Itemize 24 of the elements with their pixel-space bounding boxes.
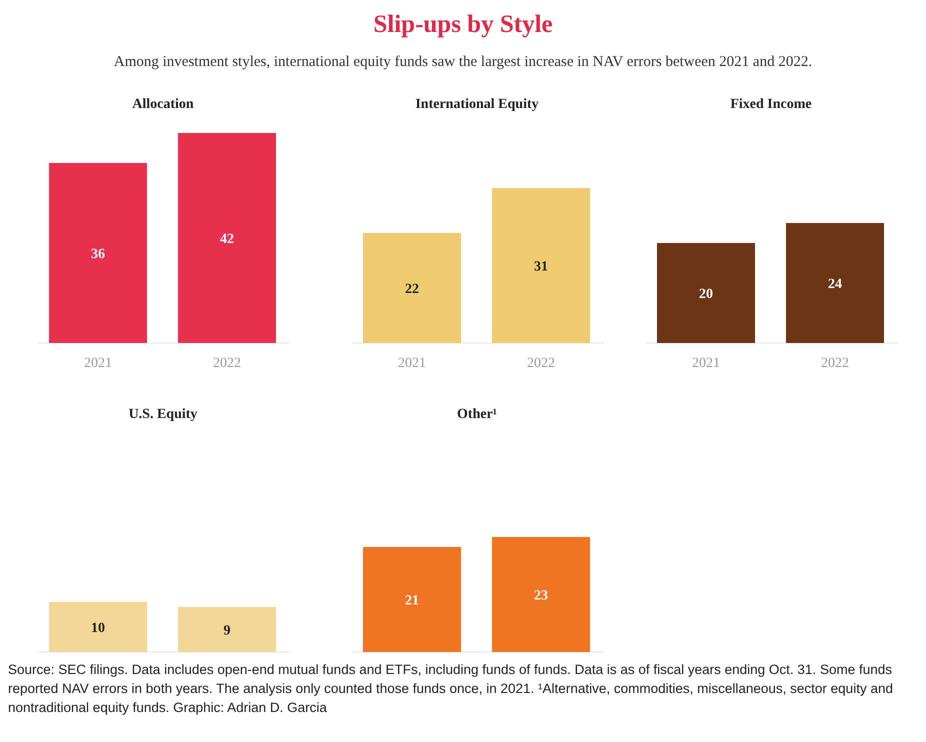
chart-title: International Equity: [415, 97, 539, 112]
data-label: 36: [91, 247, 105, 262]
data-label: 22: [405, 282, 419, 297]
data-label: 42: [220, 232, 234, 247]
x-tick-label: 2021: [398, 356, 426, 371]
x-tick-label: 2021: [84, 356, 112, 371]
data-label: 20: [699, 287, 713, 302]
x-tick-label: 2021: [692, 356, 720, 371]
x-tick-label: 2022: [527, 356, 555, 371]
text: Slip-ups by Style: [373, 11, 553, 38]
source-note: Source: SEC filings. Data includes open-end mutual funds and ETFs, including funds of funds. Data is as of fiscal years ending Oct. 31. Some funds reported NAV errors in both years. The analysis only counted those funds once, in 2021. ¹Alternative, commodities, miscellaneous, sector equity and nontraditional equity funds. Graphic: Adrian D. Garcia: [8, 661, 894, 717]
data-label: 21: [405, 594, 419, 608]
data-label: 23: [534, 588, 548, 604]
chart-title: U.S. Equity: [128, 407, 198, 422]
x-tick-label: 2022: [821, 356, 849, 371]
chart-title: Allocation: [132, 97, 194, 112]
data-label: 10: [91, 621, 105, 636]
data-label: 9: [224, 624, 230, 638]
data-label: 24: [828, 277, 842, 292]
x-tick-label: 2022: [213, 356, 241, 371]
text: Among investment styles, international equity funds saw the largest increase in NAV errors between 2021 and 2022.: [114, 54, 812, 70]
chart-title: Other¹: [457, 407, 497, 422]
chart-title: Fixed Income: [730, 97, 812, 112]
data-label: 31: [534, 260, 548, 274]
